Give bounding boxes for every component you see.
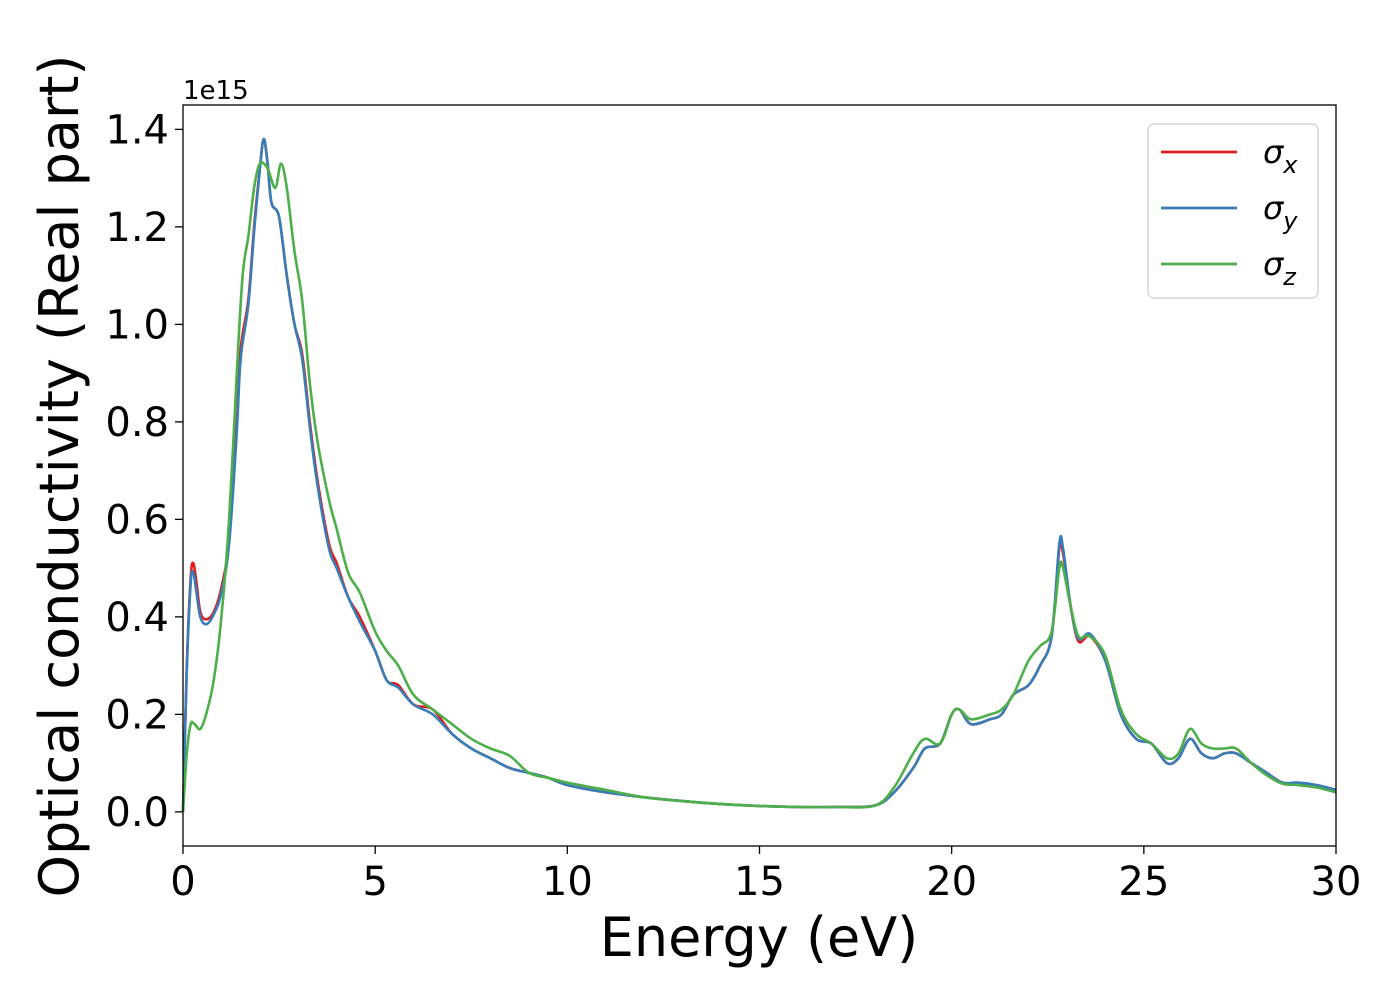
y-tick-label: 0.8 xyxy=(105,400,169,446)
legend-label-y: σy xyxy=(1263,189,1298,235)
x-tick-label: 25 xyxy=(1118,859,1169,905)
x-tick-label: 20 xyxy=(926,859,977,905)
series-line-z xyxy=(181,161,1337,812)
y-axis: 0.0 0.2 0.4 0.6 0.8 1.0 1.2 1.4 xyxy=(105,107,183,836)
y-tick-label: 0.0 xyxy=(105,790,169,836)
legend: σx σy σz xyxy=(1147,123,1319,299)
x-tick-label: 0 xyxy=(170,859,195,905)
y-axis-label: Optical conductivity (Real part) xyxy=(28,55,91,898)
legend-label-x: σx xyxy=(1263,133,1298,179)
y-tick-label: 0.6 xyxy=(105,497,169,543)
x-tick-label: 15 xyxy=(734,859,785,905)
y-offset-label: 1e15 xyxy=(183,76,249,106)
series-line-y xyxy=(181,137,1337,812)
y-tick-label: 1.0 xyxy=(105,302,169,348)
y-tick-label: 0.2 xyxy=(105,692,169,738)
x-tick-label: 5 xyxy=(362,859,387,905)
x-axis: 0 5 10 15 20 25 30 xyxy=(170,846,1361,905)
x-axis-label: Energy (eV) xyxy=(600,906,919,969)
x-tick-label: 10 xyxy=(542,859,593,905)
legend-box xyxy=(1147,123,1319,299)
y-tick-label: 1.2 xyxy=(105,205,169,251)
y-tick-label: 1.4 xyxy=(105,107,169,153)
x-tick-label: 30 xyxy=(1311,859,1362,905)
plot-area xyxy=(181,137,1337,812)
legend-label-z: σz xyxy=(1263,245,1297,291)
y-tick-label: 0.4 xyxy=(105,595,169,641)
